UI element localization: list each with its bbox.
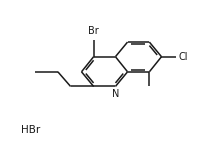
Text: N: N xyxy=(111,89,118,99)
Text: Br: Br xyxy=(88,26,98,36)
Text: HBr: HBr xyxy=(21,126,40,135)
Text: Cl: Cl xyxy=(178,52,187,62)
